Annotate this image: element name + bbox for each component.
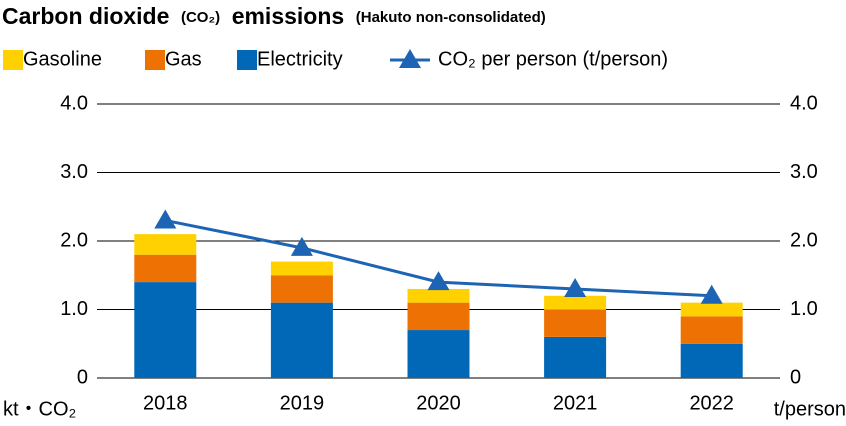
y2-tick-label: 1.0 [790,298,818,320]
x-tick-label: 2020 [416,392,461,414]
title-part: emissions [232,3,345,29]
y-axis-label: kt・CO₂ [3,398,76,420]
bar-segment [680,302,743,317]
legend-label: CO₂ per person (t/person) [438,48,668,70]
line-marker [154,209,177,229]
bar-segment [407,288,470,303]
title-part: (CO₂) [181,9,220,26]
bar-segment [134,234,197,255]
y2-tick-label: 0 [790,366,801,388]
bar-segment [407,302,470,331]
x-tick-label: 2022 [689,392,734,414]
title-part: (Hakuto non-consolidated) [356,9,546,26]
legend-swatch [3,50,23,70]
legend-swatch [145,50,165,70]
bar-segment [270,302,333,378]
line-marker [700,284,723,304]
bar-segment [134,254,197,283]
line-marker [564,277,587,297]
legend-label: Gas [165,48,202,70]
line-marker [427,271,450,291]
y2-tick-label: 4.0 [790,92,818,114]
y-tick-label: 3.0 [60,161,88,183]
legend-label: Electricity [257,48,343,70]
x-tick-label: 2018 [143,392,188,414]
chart-title: Carbon dioxide (CO₂) emissions (Hakuto n… [2,3,546,29]
bar-segment [407,330,470,378]
y-tick-label: 2.0 [60,229,88,251]
bar-segment [270,275,333,303]
bar-segment [680,316,743,344]
y2-tick-label: 3.0 [790,161,818,183]
bar-segment [680,343,743,378]
legend-swatch [237,50,257,70]
y2-tick-label: 2.0 [790,229,818,251]
legend-label: Gasoline [23,48,102,70]
y-tick-label: 1.0 [60,298,88,320]
legend-marker [399,49,421,68]
y2-axis-label: t/person [774,398,846,420]
bar-segment [544,295,607,310]
bar-segment [544,336,607,378]
bar-segment [270,261,333,276]
title-part: Carbon dioxide [2,3,169,29]
x-tick-label: 2019 [280,392,325,414]
y-tick-label: 4.0 [60,92,88,114]
x-tick-label: 2021 [553,392,598,414]
y-tick-label: 0 [77,366,88,388]
line-marker [290,236,313,256]
bar-segment [544,309,607,337]
bar-segment [134,282,197,378]
